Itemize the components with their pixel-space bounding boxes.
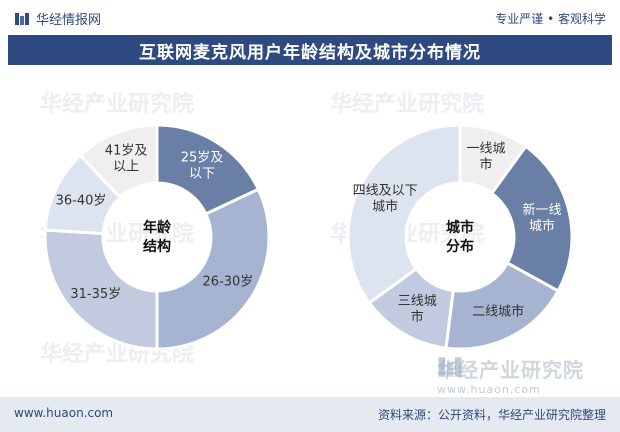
donut-1-center-label: 年龄 [143,219,172,236]
watermark-url: www.huaon.com [437,383,541,396]
chart-title: 互联网麦克风用户年龄结构及城市分布情况 [139,42,481,63]
donut-2-slice-label: 二线城市 [472,303,524,319]
donut-2-slice-label: 市 [411,309,424,325]
title-bar: 互联网麦克风用户年龄结构及城市分布情况 [8,35,612,65]
donut-1-slice-5[interactable] [78,123,159,200]
brand-logo-icon [15,12,29,25]
brand-name: 华经情报网 [36,13,102,28]
donut-1-slice-label: 25岁及 [181,151,224,166]
donut-2-slice-label: 城市 [372,198,398,214]
footer-url[interactable]: www.huaon.com [14,406,114,420]
donut-1-slice-label: 以下 [189,167,215,182]
donut-2-slice-3[interactable] [444,260,561,351]
brand: 华经情报网 [14,9,101,28]
donut-2-slice-2[interactable] [489,144,574,293]
donut-2-slice-label: 三线城 [398,294,437,309]
top-bar: 华经情报网 专业严谨 • 客观科学 [0,0,620,34]
donut-1-slice-label: 36-40岁 [56,194,107,209]
donut-2-slice-label: 城市 [529,218,555,234]
tagline: 专业严谨 • 客观科学 [495,12,606,26]
donut-2-slice-label: 四线及以下 [353,183,418,198]
donut-2-slice-label: 一线城 [466,142,505,157]
donut-1-slice-2[interactable] [155,187,271,351]
donut-1-slice-label: 以上 [113,159,139,174]
donut-1-center-label: 结构 [143,238,171,255]
donut-1-slice-label: 26-30岁 [203,275,254,290]
chart-area: 华经产业研究院 华经产业研究院 华经产业研究院 华经产业研究院 华经产业研究院 … [0,66,620,396]
donut-2-center-label: 城市 [446,219,474,236]
donut-1-slice-label: 31-35岁 [70,287,121,302]
source-note: 资料来源：公开资料，华经产业研究院整理 [377,408,606,422]
donut-charts: 25岁及以下26-30岁31-35岁36-40岁41岁及以上年龄结构一线城市新一… [43,123,574,351]
donut-1-slice-1[interactable] [155,123,261,217]
watermark-logo: 华经产业研究院 www.huaon.com [437,354,584,396]
donut-2-slice-label: 市 [479,157,492,173]
watermark-logo-icon [438,357,462,377]
donut-2-center-label: 分布 [446,238,474,255]
donut-1-slice-label: 41岁及 [105,143,148,158]
donut-2-slice-5[interactable] [346,123,462,305]
footer: www.huaon.com 资料来源：公开资料，华经产业研究院整理 [0,397,620,432]
donut-2-slice-label: 新一线 [522,202,561,218]
donut-1-slice-3[interactable] [43,228,159,351]
